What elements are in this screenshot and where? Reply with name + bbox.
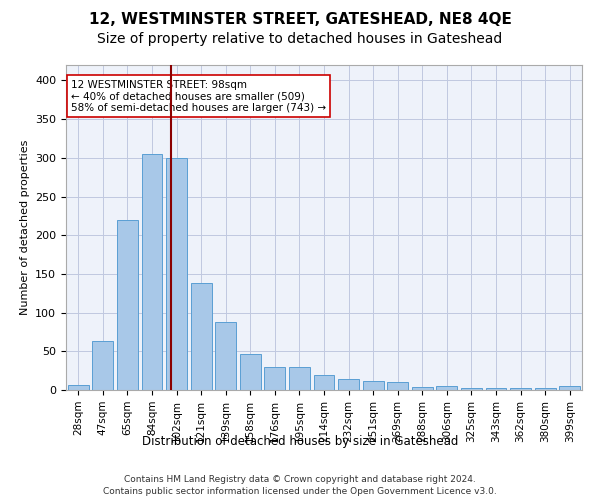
- Bar: [215, 322, 236, 390]
- Bar: [559, 386, 580, 390]
- Bar: [289, 367, 310, 390]
- Bar: [240, 354, 261, 390]
- Y-axis label: Number of detached properties: Number of detached properties: [20, 140, 29, 315]
- Text: Contains public sector information licensed under the Open Government Licence v3: Contains public sector information licen…: [103, 488, 497, 496]
- Bar: [535, 388, 556, 390]
- Bar: [142, 154, 163, 390]
- Bar: [387, 382, 408, 390]
- Bar: [485, 388, 506, 390]
- Text: Contains HM Land Registry data © Crown copyright and database right 2024.: Contains HM Land Registry data © Crown c…: [124, 475, 476, 484]
- Bar: [412, 387, 433, 390]
- Bar: [436, 386, 457, 390]
- Bar: [117, 220, 138, 390]
- Bar: [92, 341, 113, 390]
- Bar: [191, 283, 212, 390]
- Bar: [314, 376, 334, 390]
- Text: 12 WESTMINSTER STREET: 98sqm
← 40% of detached houses are smaller (509)
58% of s: 12 WESTMINSTER STREET: 98sqm ← 40% of de…: [71, 80, 326, 113]
- Text: Size of property relative to detached houses in Gateshead: Size of property relative to detached ho…: [97, 32, 503, 46]
- Bar: [510, 388, 531, 390]
- Bar: [461, 388, 482, 390]
- Bar: [68, 384, 89, 390]
- Bar: [362, 382, 383, 390]
- Bar: [166, 158, 187, 390]
- Bar: [265, 367, 286, 390]
- Text: 12, WESTMINSTER STREET, GATESHEAD, NE8 4QE: 12, WESTMINSTER STREET, GATESHEAD, NE8 4…: [89, 12, 511, 28]
- Bar: [338, 379, 359, 390]
- Text: Distribution of detached houses by size in Gateshead: Distribution of detached houses by size …: [142, 435, 458, 448]
